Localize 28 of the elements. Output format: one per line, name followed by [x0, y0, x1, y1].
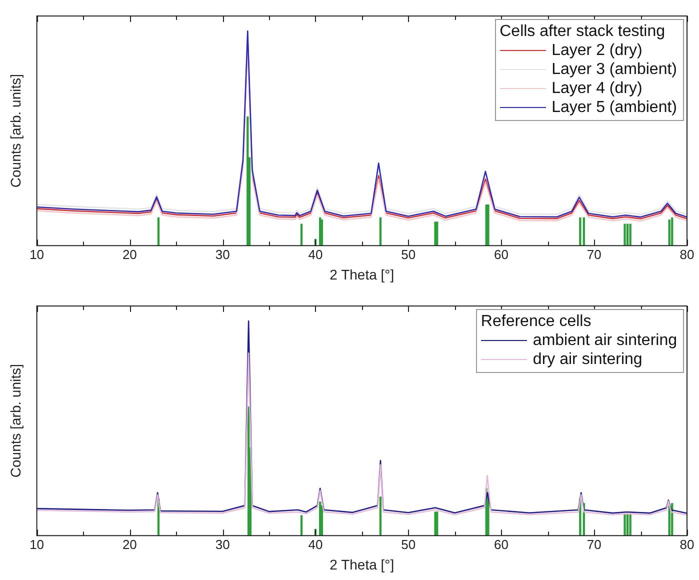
- legend-label: Layer 4 (dry): [552, 79, 642, 98]
- x-tick-label: 50: [401, 536, 416, 552]
- y-axis-title: Counts [arb. units]: [7, 364, 24, 478]
- y-axis-title: Counts [arb. units]: [7, 74, 24, 188]
- legend-title: Reference cells: [480, 312, 592, 331]
- x-tick-label: 70: [586, 536, 602, 552]
- x-tick-label: 20: [122, 246, 137, 262]
- legend-label: Layer 5 (ambient): [552, 98, 677, 117]
- legend-label: Layer 2 (dry): [552, 41, 642, 60]
- x-tick-label: 30: [215, 246, 230, 262]
- x-tick-label: 60: [494, 246, 508, 262]
- x-tick-label: 60: [494, 536, 508, 552]
- x-tick-label: 10: [30, 536, 44, 552]
- legend-label: dry air sintering: [532, 350, 642, 369]
- x-tick-label: 40: [308, 246, 323, 262]
- x-tick-label: 80: [680, 536, 694, 552]
- legend-label: ambient air sintering: [532, 331, 677, 350]
- x-tick-label: 20: [122, 536, 137, 552]
- x-tick-label: 30: [215, 536, 230, 552]
- x-tick-label: 80: [680, 246, 694, 262]
- legend-label: Layer 3 (ambient): [552, 60, 677, 79]
- x-tick-label: 50: [401, 246, 416, 262]
- x-tick-label: 10: [30, 246, 44, 262]
- x-axis-title: 2 Theta [°]: [330, 556, 394, 572]
- x-tick-label: 70: [586, 246, 602, 262]
- legend-title: Cells after stack testing: [500, 22, 666, 41]
- x-axis-title: 2 Theta [°]: [330, 266, 394, 282]
- x-tick-label: 40: [308, 536, 323, 552]
